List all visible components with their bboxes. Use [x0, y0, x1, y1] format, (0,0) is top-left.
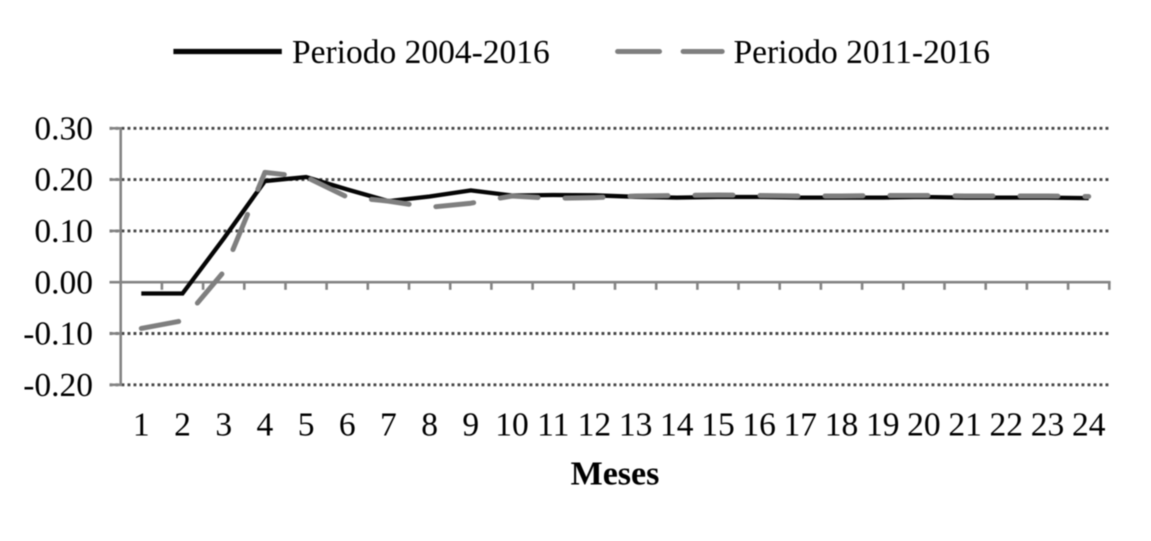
- svg-text:Periodo 2011-2016: Periodo 2011-2016: [734, 34, 991, 71]
- svg-text:12: 12: [578, 407, 612, 444]
- svg-text:19: 19: [866, 407, 900, 444]
- svg-text:24: 24: [1072, 407, 1106, 444]
- svg-text:13: 13: [619, 407, 653, 444]
- svg-text:20: 20: [907, 407, 941, 444]
- svg-text:5: 5: [298, 407, 315, 444]
- svg-text:6: 6: [339, 407, 356, 444]
- svg-text:10: 10: [495, 407, 529, 444]
- svg-text:16: 16: [742, 407, 776, 444]
- svg-text:0.00: 0.00: [34, 264, 93, 301]
- svg-text:14: 14: [660, 407, 694, 444]
- svg-text:23: 23: [1031, 407, 1065, 444]
- svg-text:1: 1: [133, 407, 150, 444]
- svg-text:0.10: 0.10: [34, 213, 93, 250]
- svg-text:0.20: 0.20: [34, 162, 93, 199]
- svg-text:2: 2: [174, 407, 191, 444]
- svg-text:8: 8: [421, 407, 438, 444]
- svg-text:15: 15: [701, 407, 735, 444]
- svg-text:17: 17: [784, 407, 818, 444]
- svg-text:9: 9: [462, 407, 479, 444]
- svg-text:11: 11: [537, 407, 569, 444]
- svg-text:0.30: 0.30: [34, 110, 93, 147]
- svg-text:18: 18: [825, 407, 859, 444]
- svg-text:21: 21: [948, 407, 982, 444]
- svg-text:-0.10: -0.10: [23, 316, 93, 353]
- svg-text:7: 7: [380, 407, 397, 444]
- svg-text:Periodo 2004-2016: Periodo 2004-2016: [292, 34, 550, 71]
- svg-text:3: 3: [215, 407, 232, 444]
- svg-text:-0.20: -0.20: [23, 367, 93, 404]
- svg-text:4: 4: [257, 407, 274, 444]
- svg-text:22: 22: [990, 407, 1024, 444]
- svg-text:Meses: Meses: [571, 456, 660, 493]
